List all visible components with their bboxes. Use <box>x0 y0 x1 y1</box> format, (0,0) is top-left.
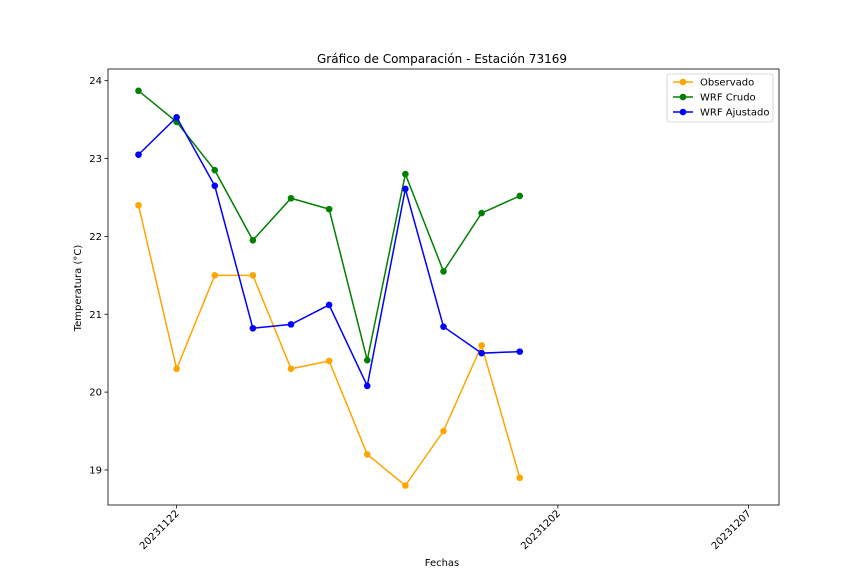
series-line-1 <box>138 90 521 361</box>
y-tick-label: 19 <box>89 465 102 476</box>
data-point <box>325 301 333 309</box>
data-point <box>249 236 257 244</box>
x-tick-label: 20231207 <box>710 508 754 552</box>
chart-title: Gráfico de Comparación - Estación 73169 <box>317 52 567 66</box>
data-point <box>402 170 409 178</box>
data-point <box>440 323 447 331</box>
y-axis-label: Temperatura (°C) <box>73 245 84 333</box>
data-point <box>287 321 295 328</box>
x-tick-label: 20231122 <box>138 508 182 552</box>
data-point <box>211 166 219 174</box>
data-point <box>325 205 333 213</box>
legend-marker <box>679 78 687 86</box>
legend-marker <box>679 93 687 101</box>
data-point <box>516 474 524 482</box>
series-line-0 <box>137 205 521 487</box>
data-point <box>440 268 447 275</box>
legend-label: WRF Crudo <box>700 93 756 104</box>
data-point <box>135 201 142 209</box>
y-tick-label: 24 <box>89 76 102 87</box>
data-point <box>325 357 333 365</box>
data-point <box>211 272 219 279</box>
data-point <box>402 185 409 193</box>
data-point <box>478 349 485 357</box>
data-point <box>363 382 371 390</box>
y-tick-label: 23 <box>89 154 102 165</box>
legend-box <box>666 73 774 123</box>
legend: Observado WRF Crudo WRF Ajustado <box>666 73 774 123</box>
data-point <box>402 482 409 489</box>
legend-label: WRF Ajustado <box>700 108 769 119</box>
data-point <box>440 427 447 435</box>
plot-frame <box>107 68 780 506</box>
y-tick-label: 20 <box>89 388 102 399</box>
legend-marker <box>679 108 687 116</box>
y-tick-label: 21 <box>89 310 102 321</box>
data-point <box>363 451 371 458</box>
data-point <box>478 342 485 349</box>
data-point <box>211 182 219 190</box>
data-point <box>173 365 180 373</box>
data-point <box>135 151 142 158</box>
y-tick-label: 22 <box>89 232 102 243</box>
data-point <box>287 365 295 373</box>
data-point <box>516 348 524 355</box>
data-point <box>478 209 485 217</box>
x-axis-label: Fechas <box>425 558 460 569</box>
plot-area: 19 20 21 22 23 24 20231122 20231202 20231207 <box>89 68 780 552</box>
data-point <box>249 324 257 332</box>
data-point <box>173 113 180 121</box>
series-line-2 <box>137 116 520 389</box>
legend-label: Observado <box>700 78 754 89</box>
data-point <box>135 87 142 95</box>
data-point <box>363 356 371 364</box>
data-point <box>287 194 295 202</box>
x-tick-label: 20231202 <box>519 508 563 552</box>
data-point <box>249 272 257 279</box>
data-point <box>516 192 524 200</box>
